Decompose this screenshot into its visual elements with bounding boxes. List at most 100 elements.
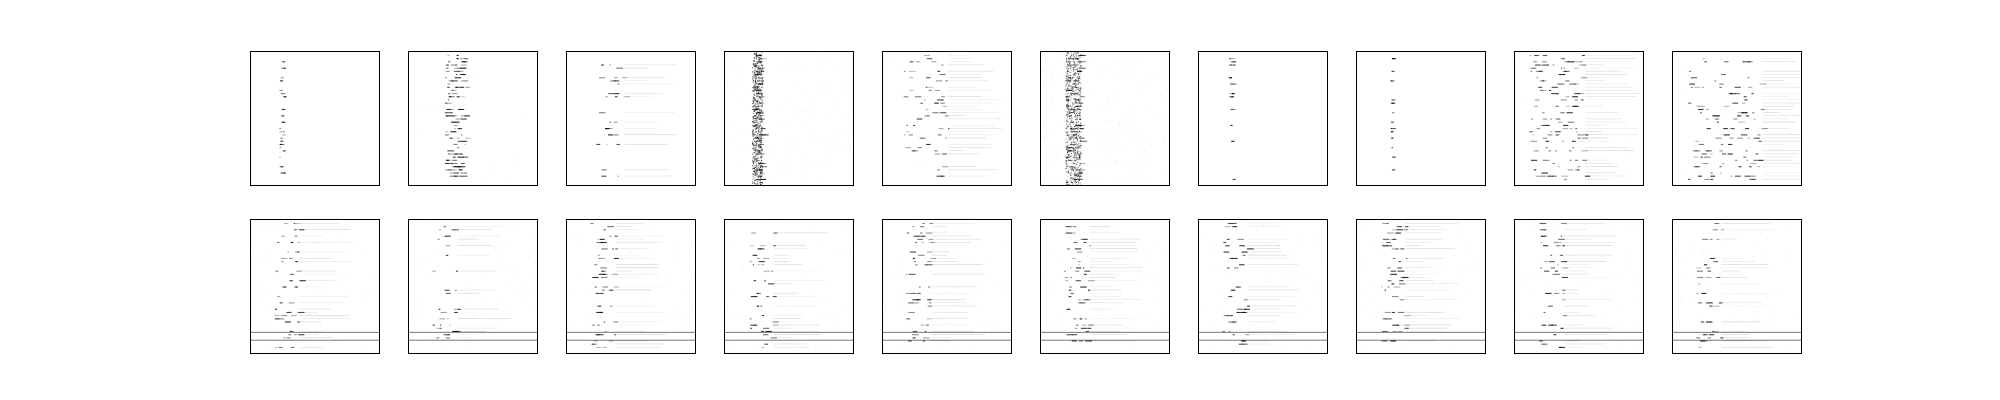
noise-dot	[435, 108, 437, 109]
noise-dot	[1128, 125, 1130, 127]
noise-dot	[759, 133, 761, 135]
noise-dot	[677, 243, 678, 244]
spectral-tail	[1585, 67, 1636, 69]
noise-dot	[1075, 82, 1077, 84]
spectral-mark	[1230, 124, 1232, 126]
noise-dot	[1074, 56, 1076, 58]
spectral-mark	[768, 283, 775, 285]
spectral-tail	[1563, 270, 1588, 272]
noise-dot	[772, 177, 774, 179]
noise-dot	[1066, 103, 1068, 105]
noise-dot	[761, 163, 763, 165]
noise-dot	[1075, 68, 1077, 70]
spectral-tail	[1247, 343, 1272, 345]
noise-dot	[753, 150, 755, 152]
spectral-tail	[615, 292, 646, 294]
spectral-mark	[749, 261, 753, 263]
noise-dot	[1074, 167, 1076, 169]
noise-dot	[1066, 121, 1068, 123]
noise-dot	[757, 67, 759, 69]
spectral-mark	[1392, 311, 1395, 314]
noise-dot	[1156, 75, 1158, 77]
noise-dot	[513, 271, 515, 273]
spectral-mark	[906, 292, 912, 294]
noise-dot	[1529, 276, 1530, 278]
noise-dot	[1273, 251, 1274, 253]
spectral-mark	[1568, 150, 1572, 152]
spectral-mark	[1399, 283, 1406, 285]
noise-dot	[755, 125, 757, 127]
noise-dot	[1066, 93, 1068, 95]
spectral-mark	[1727, 143, 1733, 146]
spectral-mark	[607, 226, 614, 228]
noise-dot	[1070, 127, 1072, 129]
noise-dot	[757, 118, 759, 120]
spectral-mark	[454, 330, 461, 333]
noise-dot	[756, 125, 758, 127]
noise-dot	[964, 307, 966, 308]
noise-dot	[598, 296, 600, 297]
noise-dot	[753, 157, 755, 159]
spectral-mark	[1750, 162, 1757, 165]
spectral-mark	[1761, 108, 1765, 111]
noise-dot	[757, 106, 758, 108]
spectral-mark	[445, 131, 449, 133]
noise-dot	[755, 61, 757, 63]
spectral-mark	[1070, 131, 1078, 133]
noise-dot	[956, 227, 958, 229]
noise-dot	[480, 313, 482, 315]
spectral-tail	[773, 315, 804, 316]
spectral-mark	[460, 162, 465, 165]
noise-dot	[1160, 103, 1161, 105]
noise-dot	[1068, 116, 1070, 118]
noise-dot	[1067, 126, 1069, 128]
noise-dot	[1047, 138, 1048, 140]
noise-dot	[1153, 112, 1155, 114]
noise-dot	[761, 170, 763, 172]
noise-dot	[1046, 157, 1048, 159]
spectral-mark	[1391, 137, 1394, 139]
noise-dot	[1386, 327, 1388, 329]
noise-dot	[743, 128, 745, 130]
spectral-tail	[1762, 162, 1801, 164]
noise-dot	[584, 239, 586, 241]
spectrogram-image	[1673, 220, 1801, 353]
spectral-mark	[1712, 229, 1718, 231]
noise-dot	[1062, 124, 1064, 126]
spectral-mark	[1529, 131, 1533, 133]
spectral-tail	[1762, 175, 1801, 177]
spectral-mark	[1382, 222, 1389, 225]
noise-dot	[1134, 116, 1136, 118]
noise-dot	[1076, 118, 1078, 120]
spectral-mark	[438, 308, 441, 310]
spectral-mark	[1242, 254, 1246, 256]
noise-dot	[789, 151, 791, 152]
noise-dot	[336, 329, 337, 331]
spectral-mark	[1701, 153, 1708, 155]
spectral-mark	[1747, 77, 1750, 79]
noise-dot	[1065, 88, 1067, 90]
noise-dot	[1095, 310, 1097, 312]
spectral-mark	[437, 238, 440, 240]
noise-dot	[1099, 109, 1100, 111]
spectral-tail	[1721, 261, 1756, 262]
noise-dot	[1066, 132, 1068, 134]
noise-dot	[752, 63, 754, 65]
noise-dot	[1070, 78, 1072, 80]
noise-dot	[1710, 286, 1711, 287]
noise-dot	[822, 85, 824, 87]
noise-dot	[1067, 108, 1069, 110]
noise-dot	[1075, 102, 1077, 104]
noise-dot	[1069, 134, 1071, 136]
noise-dot	[920, 163, 922, 164]
noise-dot	[758, 79, 760, 81]
noise-dot	[796, 69, 798, 70]
noise-dot	[1070, 118, 1072, 120]
spectral-mark	[1240, 311, 1245, 314]
spectral-mark	[453, 166, 461, 168]
noise-dot	[1050, 69, 1051, 71]
noise-dot	[1073, 148, 1075, 150]
noise-dot	[1632, 322, 1634, 324]
spectral-mark	[615, 248, 618, 250]
noise-dot	[1073, 154, 1075, 156]
